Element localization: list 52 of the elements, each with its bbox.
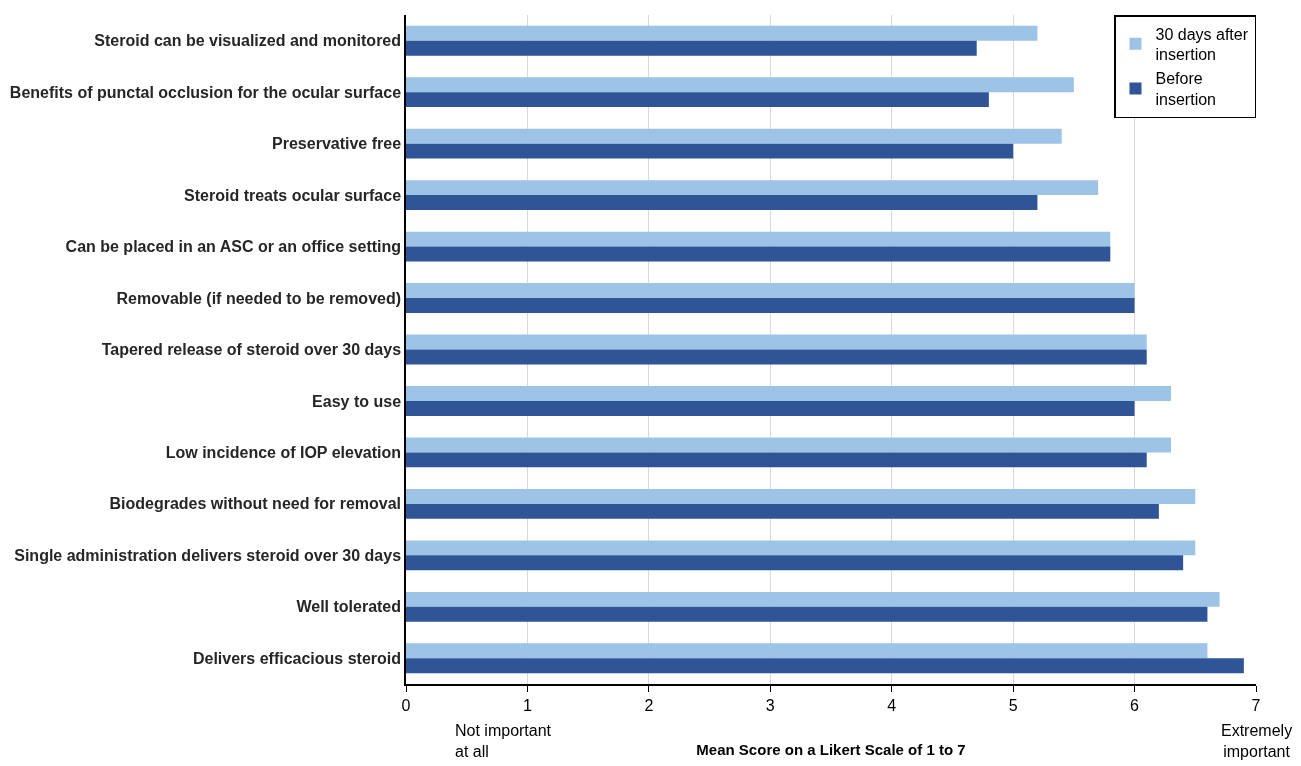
y-tick-label: Removable (if needed to be removed) bbox=[116, 289, 402, 307]
y-tick-label: Single administration delivers steroid over 30 days bbox=[14, 546, 402, 564]
bar bbox=[406, 40, 977, 56]
x-tick-label: 3 bbox=[765, 696, 775, 714]
bar bbox=[406, 298, 1135, 313]
x-tick-label: 1 bbox=[522, 696, 532, 714]
bar bbox=[406, 400, 1135, 416]
y-tick-label: Steroid treats ocular surface bbox=[184, 186, 402, 204]
bar bbox=[406, 180, 1099, 196]
bar bbox=[406, 503, 1159, 519]
x-tick-label: 7 bbox=[1251, 696, 1261, 714]
bar bbox=[406, 77, 1074, 93]
y-tick-label: Benefits of punctal occlusion for the ocular surface bbox=[9, 83, 402, 101]
y-tick-label: Low incidence of IOP elevation bbox=[165, 444, 402, 462]
x-tick-label: 5 bbox=[1008, 696, 1018, 714]
y-tick-label: Well tolerated bbox=[296, 598, 402, 616]
bar bbox=[406, 386, 1171, 401]
y-tick-label: Biodegrades without need for removal bbox=[109, 495, 402, 513]
bar bbox=[406, 231, 1111, 247]
bar bbox=[406, 334, 1147, 350]
bar bbox=[406, 246, 1111, 262]
x-tick-label: 4 bbox=[887, 696, 897, 714]
bar bbox=[406, 143, 1014, 159]
y-tick-label: Tapered release of steroid over 30 days bbox=[101, 341, 402, 359]
text: Extremely important bbox=[1221, 722, 1293, 760]
bar bbox=[406, 555, 1184, 571]
bar bbox=[406, 643, 1208, 659]
x-tick-label: 2 bbox=[644, 696, 654, 714]
bar bbox=[406, 658, 1244, 674]
bar bbox=[406, 488, 1196, 504]
bar bbox=[406, 606, 1208, 622]
y-tick-label: Preservative free bbox=[272, 135, 402, 153]
bar bbox=[406, 25, 1038, 41]
bar bbox=[406, 591, 1220, 607]
bar bbox=[406, 349, 1147, 365]
bar bbox=[406, 195, 1038, 211]
x-tick-label: 0 bbox=[401, 696, 411, 714]
y-tick-label: Can be placed in an ASC or an office setting bbox=[65, 238, 402, 256]
bar bbox=[406, 540, 1196, 556]
y-tick-label: Delivers efficacious steroid bbox=[192, 649, 402, 667]
bar bbox=[406, 92, 989, 108]
legend-label: 30 days after insertion bbox=[1155, 25, 1249, 64]
legend-label: Before insertion bbox=[1155, 70, 1216, 109]
x-tick-label: 6 bbox=[1130, 696, 1140, 714]
y-tick-label: Steroid can be visualized and monitored bbox=[94, 32, 402, 50]
bar bbox=[406, 283, 1135, 299]
bar bbox=[406, 437, 1171, 453]
bar bbox=[406, 128, 1062, 144]
bar bbox=[406, 452, 1147, 468]
x-axis-title: Mean Score on a Likert Scale of 1 to 7 bbox=[696, 741, 966, 759]
y-tick-label: Easy to use bbox=[312, 392, 402, 410]
text: Not important at all bbox=[455, 722, 552, 760]
